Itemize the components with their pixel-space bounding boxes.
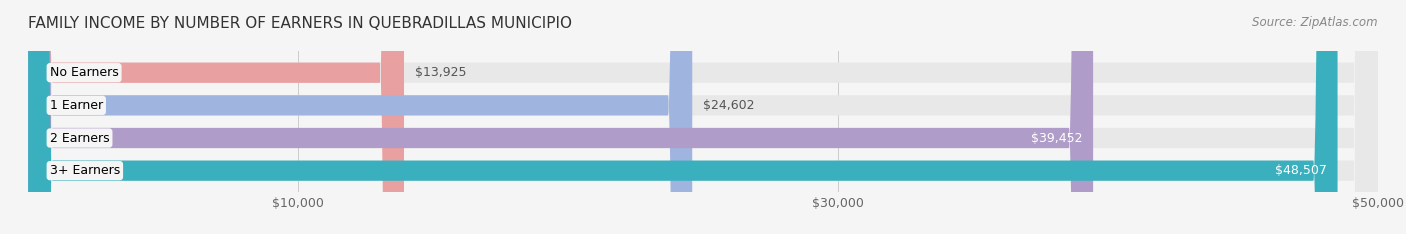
FancyBboxPatch shape <box>28 0 1378 234</box>
Text: 2 Earners: 2 Earners <box>49 132 110 145</box>
Text: $39,452: $39,452 <box>1031 132 1083 145</box>
FancyBboxPatch shape <box>28 0 1378 234</box>
FancyBboxPatch shape <box>28 0 404 234</box>
Text: $24,602: $24,602 <box>703 99 755 112</box>
Text: $48,507: $48,507 <box>1275 164 1327 177</box>
FancyBboxPatch shape <box>28 0 1378 234</box>
Text: $13,925: $13,925 <box>415 66 467 79</box>
FancyBboxPatch shape <box>28 0 692 234</box>
Text: FAMILY INCOME BY NUMBER OF EARNERS IN QUEBRADILLAS MUNICIPIO: FAMILY INCOME BY NUMBER OF EARNERS IN QU… <box>28 16 572 31</box>
FancyBboxPatch shape <box>28 0 1378 234</box>
Text: 3+ Earners: 3+ Earners <box>49 164 120 177</box>
Text: No Earners: No Earners <box>49 66 118 79</box>
FancyBboxPatch shape <box>28 0 1092 234</box>
Text: 1 Earner: 1 Earner <box>49 99 103 112</box>
Text: Source: ZipAtlas.com: Source: ZipAtlas.com <box>1253 16 1378 29</box>
FancyBboxPatch shape <box>28 0 1337 234</box>
